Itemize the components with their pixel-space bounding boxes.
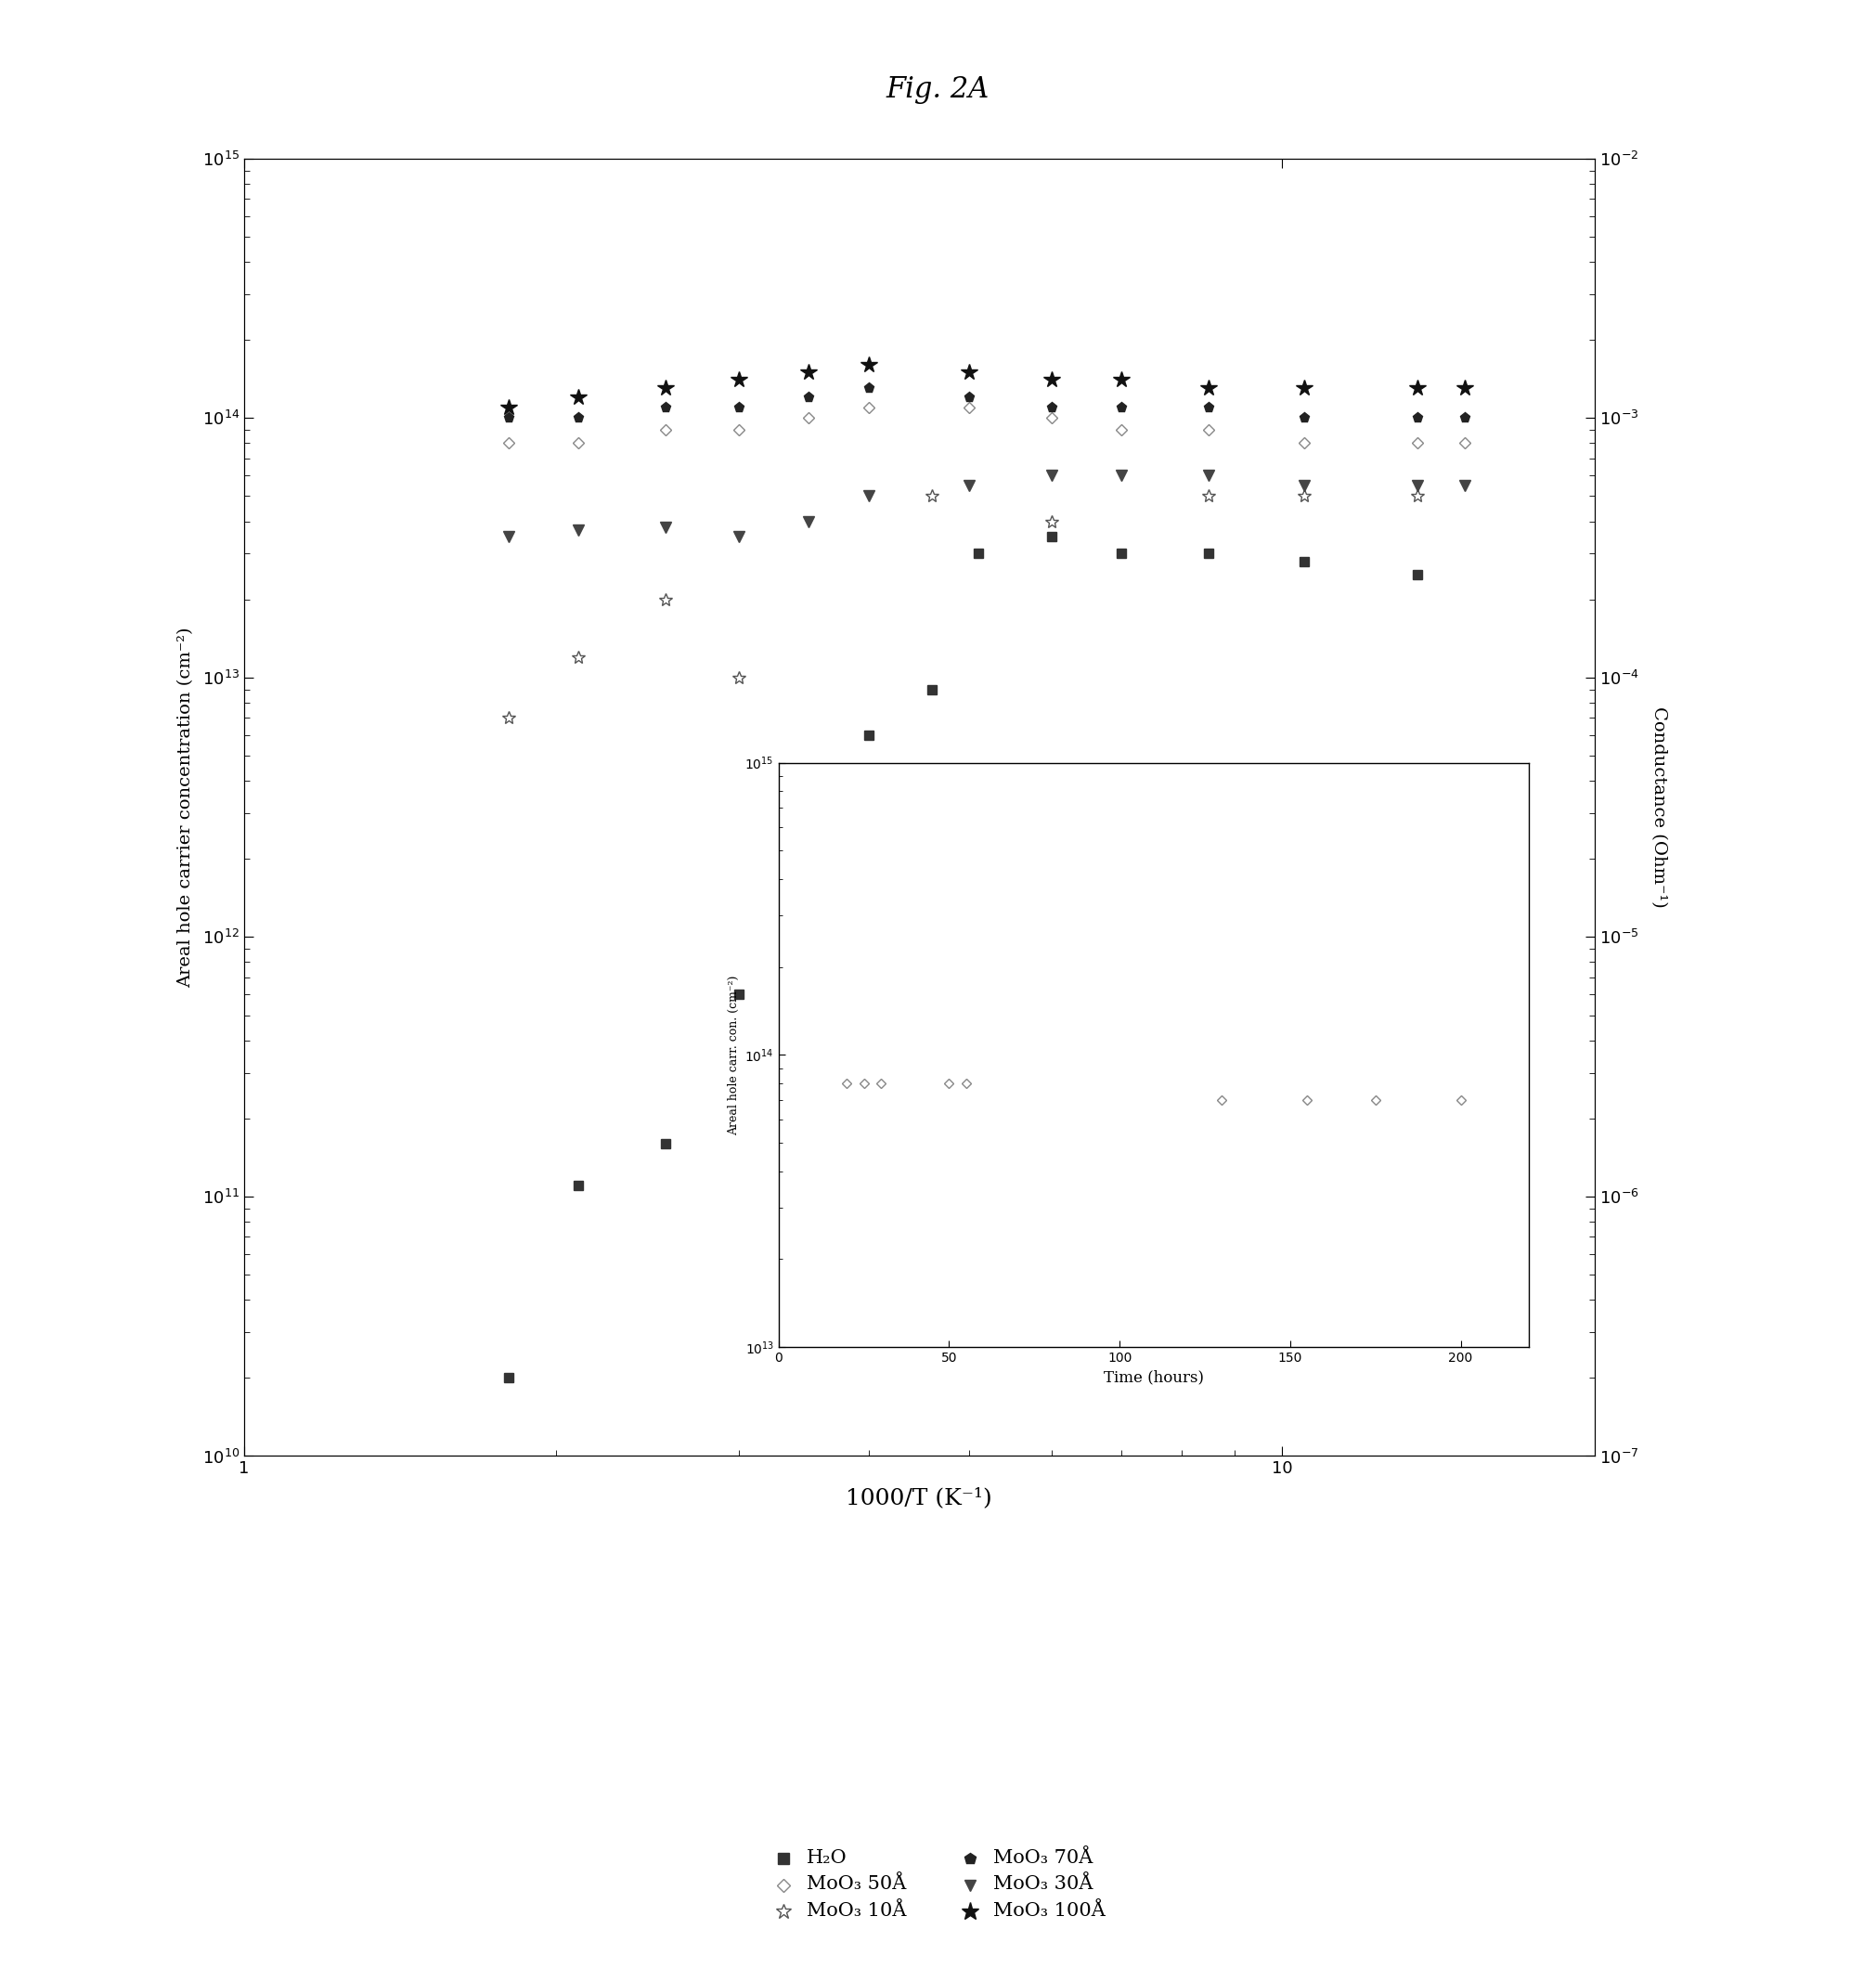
- X-axis label: Time (hours): Time (hours): [1103, 1369, 1204, 1385]
- X-axis label: 1000/T (K⁻¹): 1000/T (K⁻¹): [846, 1488, 992, 1510]
- Legend: H₂O, MoO₃ 50Å, MoO₃ 10Å, MoO₃ 70Å, MoO₃ 30Å, MoO₃ 100Å: H₂O, MoO₃ 50Å, MoO₃ 10Å, MoO₃ 70Å, MoO₃ …: [765, 1844, 1111, 1926]
- Text: Fig. 2A: Fig. 2A: [885, 75, 991, 105]
- Y-axis label: Conductance (Ohm⁻¹): Conductance (Ohm⁻¹): [1651, 707, 1668, 907]
- Y-axis label: Areal hole carr. con. (cm⁻²): Areal hole carr. con. (cm⁻²): [728, 975, 739, 1135]
- Y-axis label: Areal hole carrier concentration (cm⁻²): Areal hole carrier concentration (cm⁻²): [178, 626, 195, 989]
